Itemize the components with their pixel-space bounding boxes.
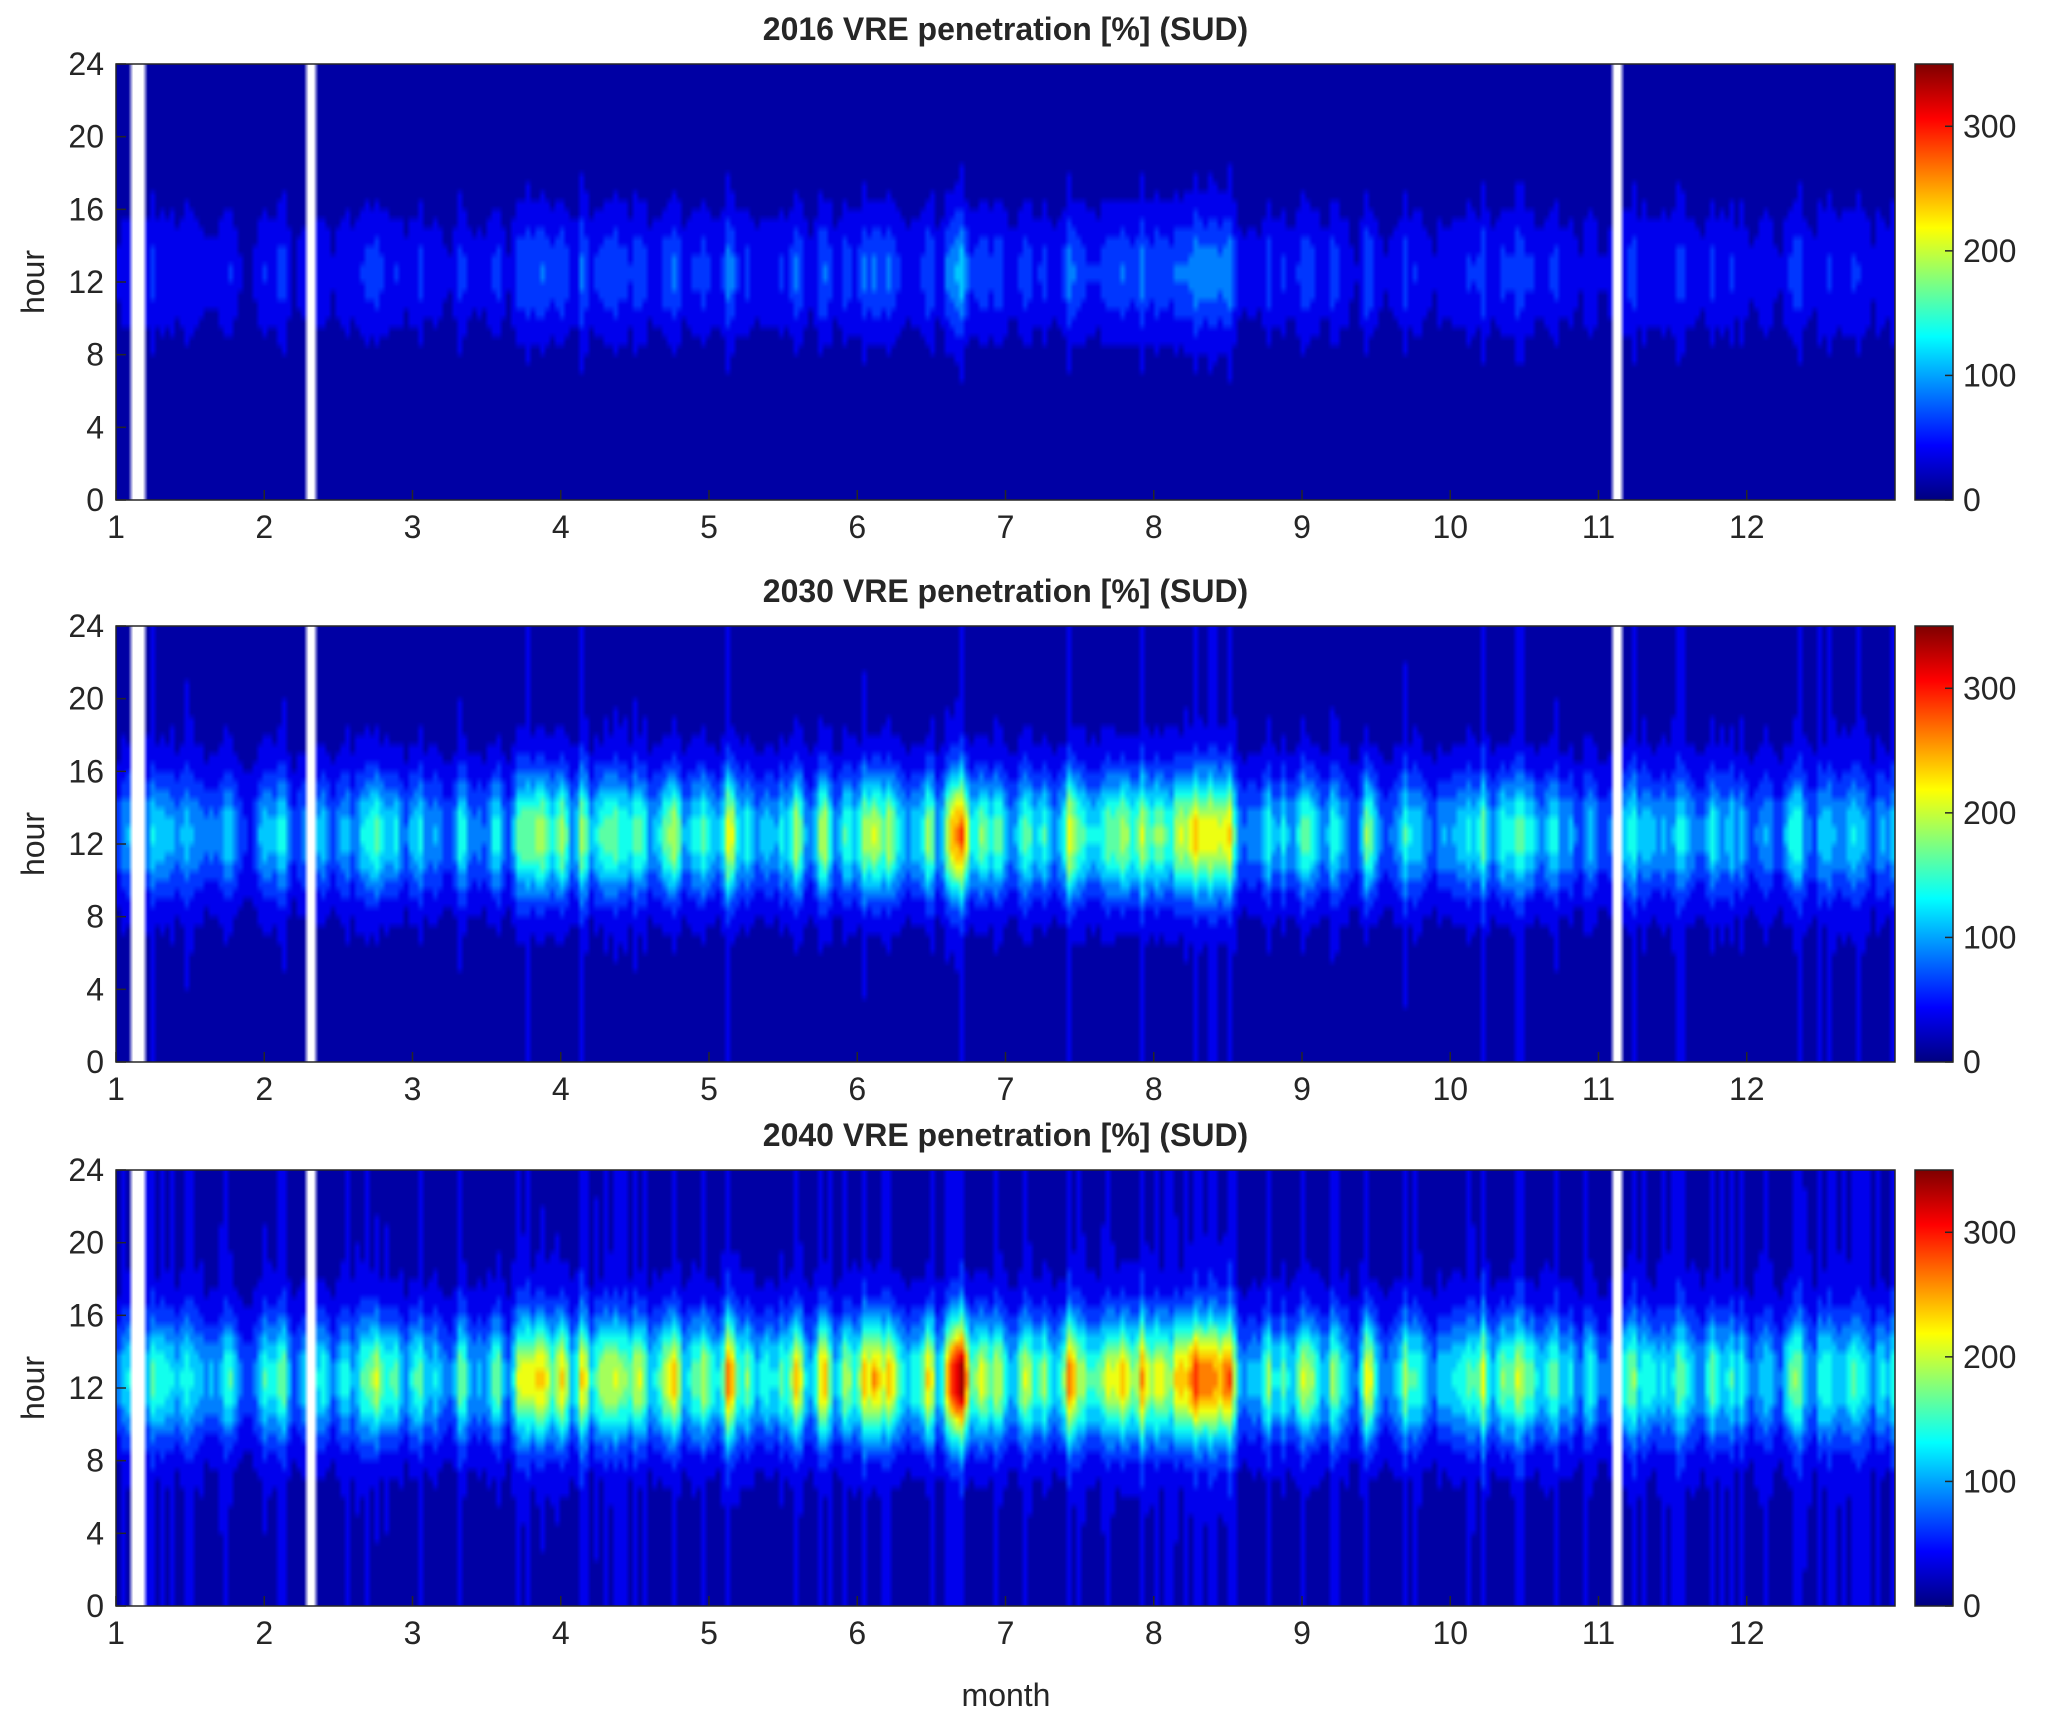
y-tick-label: 0 <box>86 1044 104 1080</box>
heatmap-image <box>116 626 1895 1062</box>
x-tick-label: 6 <box>848 1071 866 1107</box>
x-tick-label: 7 <box>997 509 1015 545</box>
panel-title: 2040 VRE penetration [%] (SUD) <box>763 1117 1248 1153</box>
panel-title: 2016 VRE penetration [%] (SUD) <box>763 11 1248 47</box>
heatmap-panel-2: 2030 VRE penetration [%] (SUD)1 2 3 4 5 6 7 8 9 1… <box>15 573 2016 1107</box>
heatmap-image <box>116 1170 1895 1606</box>
colorbar <box>1914 625 1954 1063</box>
x-tick-label: 5 <box>700 1615 718 1651</box>
x-tick-label: 2 <box>255 509 273 545</box>
x-tick-label: 10 <box>1432 509 1468 545</box>
x-tick-label: 1 <box>107 1615 125 1651</box>
x-tick-label: 10 <box>1432 1615 1468 1651</box>
colorbar-tick-label: 300 <box>1963 108 2016 144</box>
x-tick-label: 9 <box>1293 1071 1311 1107</box>
x-tick-label: 11 <box>1582 509 1615 545</box>
colorbar <box>1914 63 1954 501</box>
x-tick-label: 8 <box>1145 1071 1163 1107</box>
panel-title: 2030 VRE penetration [%] (SUD) <box>763 573 1248 609</box>
y-axis-label: hour <box>15 250 51 314</box>
y-tick-label: 8 <box>86 1443 104 1479</box>
colorbar-tick-label: 100 <box>1963 357 2016 393</box>
x-tick-label: 12 <box>1729 1615 1765 1651</box>
y-tick-label: 12 <box>68 264 104 300</box>
heatmap-panel-3: 2040 VRE penetration [%] (SUD)1 2 3 4 5 6 7 8 9 1… <box>15 1117 2016 1651</box>
y-tick-label: 4 <box>86 409 104 445</box>
x-tick-label: 11 <box>1582 1615 1615 1651</box>
y-tick-label: 16 <box>68 753 104 789</box>
colorbar-tick-label: 0 <box>1963 1588 1981 1624</box>
y-tick-label: 8 <box>86 899 104 935</box>
colorbar <box>1914 1169 1954 1607</box>
x-tick-label: 12 <box>1729 1071 1765 1107</box>
x-tick-label: 7 <box>997 1071 1015 1107</box>
x-tick-label: 11 <box>1582 1071 1615 1107</box>
x-tick-label: 8 <box>1145 509 1163 545</box>
colorbar-tick-label: 300 <box>1963 670 2016 706</box>
x-tick-label: 2 <box>255 1615 273 1651</box>
x-tick-label: 1 <box>107 509 125 545</box>
y-tick-label: 24 <box>68 46 104 82</box>
y-axis-label: hour <box>15 1356 51 1420</box>
x-tick-label: 6 <box>848 509 866 545</box>
x-tick-label: 4 <box>552 1615 570 1651</box>
x-tick-label: 5 <box>700 1071 718 1107</box>
x-tick-label: 10 <box>1432 1071 1468 1107</box>
heatmap-panel-1: 2016 VRE penetration [%] (SUD)1 2 3 4 5 6 7 8 9 1… <box>15 11 2016 545</box>
colorbar-tick-label: 0 <box>1963 482 1981 518</box>
y-tick-label: 0 <box>86 482 104 518</box>
y-axis-label: hour <box>15 812 51 876</box>
heatmap-image <box>116 64 1895 500</box>
y-tick-label: 20 <box>68 1225 104 1261</box>
y-tick-label: 16 <box>68 1297 104 1333</box>
x-tick-label: 1 <box>107 1071 125 1107</box>
colorbar-tick-label: 200 <box>1963 795 2016 831</box>
y-tick-label: 20 <box>68 681 104 717</box>
x-tick-label: 5 <box>700 509 718 545</box>
x-tick-label: 3 <box>404 1615 422 1651</box>
y-tick-label: 8 <box>86 337 104 373</box>
x-tick-label: 4 <box>552 1071 570 1107</box>
x-tick-label: 6 <box>848 1615 866 1651</box>
x-tick-label: 9 <box>1293 1615 1311 1651</box>
colorbar-tick-label: 200 <box>1963 1339 2016 1375</box>
x-tick-label: 2 <box>255 1071 273 1107</box>
y-tick-label: 12 <box>68 1370 104 1406</box>
x-tick-label: 9 <box>1293 509 1311 545</box>
y-tick-label: 20 <box>68 119 104 155</box>
y-tick-label: 16 <box>68 191 104 227</box>
x-tick-label: 3 <box>404 1071 422 1107</box>
x-tick-label: 8 <box>1145 1615 1163 1651</box>
y-tick-label: 4 <box>86 971 104 1007</box>
x-tick-label: 4 <box>552 509 570 545</box>
x-tick-label: 7 <box>997 1615 1015 1651</box>
colorbar-tick-label: 100 <box>1963 1463 2016 1499</box>
colorbar-tick-label: 300 <box>1963 1214 2016 1250</box>
x-axis-label: month <box>962 1677 1051 1713</box>
colorbar-tick-label: 100 <box>1963 919 2016 955</box>
x-tick-label: 12 <box>1729 509 1765 545</box>
y-tick-label: 12 <box>68 826 104 862</box>
y-tick-label: 4 <box>86 1515 104 1551</box>
colorbar-tick-label: 0 <box>1963 1044 1981 1080</box>
y-tick-label: 0 <box>86 1588 104 1624</box>
colorbar-tick-label: 200 <box>1963 233 2016 269</box>
y-tick-label: 24 <box>68 608 104 644</box>
y-tick-label: 24 <box>68 1152 104 1188</box>
x-tick-label: 3 <box>404 509 422 545</box>
